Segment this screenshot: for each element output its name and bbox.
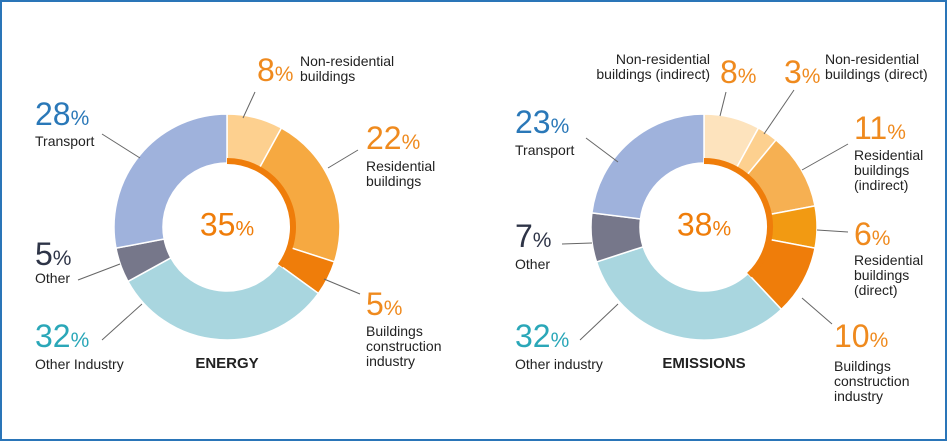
value-label: 32% (35, 318, 90, 354)
leader-line (579, 303, 619, 341)
leader-line (77, 263, 121, 281)
category-label: Other Industry (35, 356, 124, 372)
value-label: 7% (515, 218, 552, 254)
leader-line (242, 91, 256, 119)
center-label: 35% (199, 206, 255, 243)
value-label: 5% (366, 286, 403, 322)
leader-line (101, 303, 143, 341)
category-label: Buildings construction industry (834, 358, 910, 404)
category-label: Non-residential buildings (direct) (825, 51, 928, 82)
value-label: 32% (515, 318, 570, 354)
share-arc (226, 158, 296, 268)
category-label: Non-residential buildings (indirect) (596, 51, 710, 82)
value-label: 8% (257, 52, 294, 88)
value-label: 8% (720, 54, 757, 90)
category-label: Non-residential buildings (300, 53, 395, 84)
leader-line (561, 242, 593, 245)
category-label: Residential buildings (direct) (854, 252, 924, 298)
category-label: Other (35, 270, 71, 286)
leader-line (327, 149, 359, 169)
leader-line (763, 89, 795, 135)
value-label: 23% (515, 104, 570, 140)
center-label: 38% (676, 206, 732, 243)
chart-title: ENERGY (195, 355, 259, 372)
donut-segment (126, 256, 320, 341)
value-label: 22% (366, 120, 421, 156)
leader-line (816, 229, 849, 233)
leader-line (323, 278, 361, 295)
value-label: 28% (35, 96, 90, 132)
leader-line (719, 91, 727, 117)
leader-line (801, 297, 833, 325)
value-label: 10% (834, 318, 889, 354)
category-label: Residential buildings (indirect) (854, 147, 924, 193)
category-label: Transport (35, 133, 95, 149)
donut-segment (595, 245, 783, 341)
donut-segment (113, 113, 228, 250)
leader-line (101, 133, 141, 159)
category-label: Other (515, 256, 551, 272)
share-arc (703, 158, 773, 278)
value-label: 3% (784, 54, 821, 90)
leader-line (585, 137, 619, 163)
donut-segment (591, 113, 705, 220)
value-label: 6% (854, 216, 891, 252)
value-label: 5% (35, 236, 72, 272)
category-label: Other industry (515, 356, 603, 372)
category-label: Buildings construction industry (366, 323, 442, 369)
donut-segment (256, 126, 341, 263)
leader-line (801, 143, 849, 171)
chart-title: EMISSIONS (662, 355, 746, 372)
category-label: Residential buildings (366, 158, 436, 189)
value-label: 11% (854, 110, 906, 146)
category-label: Transport (515, 142, 575, 158)
